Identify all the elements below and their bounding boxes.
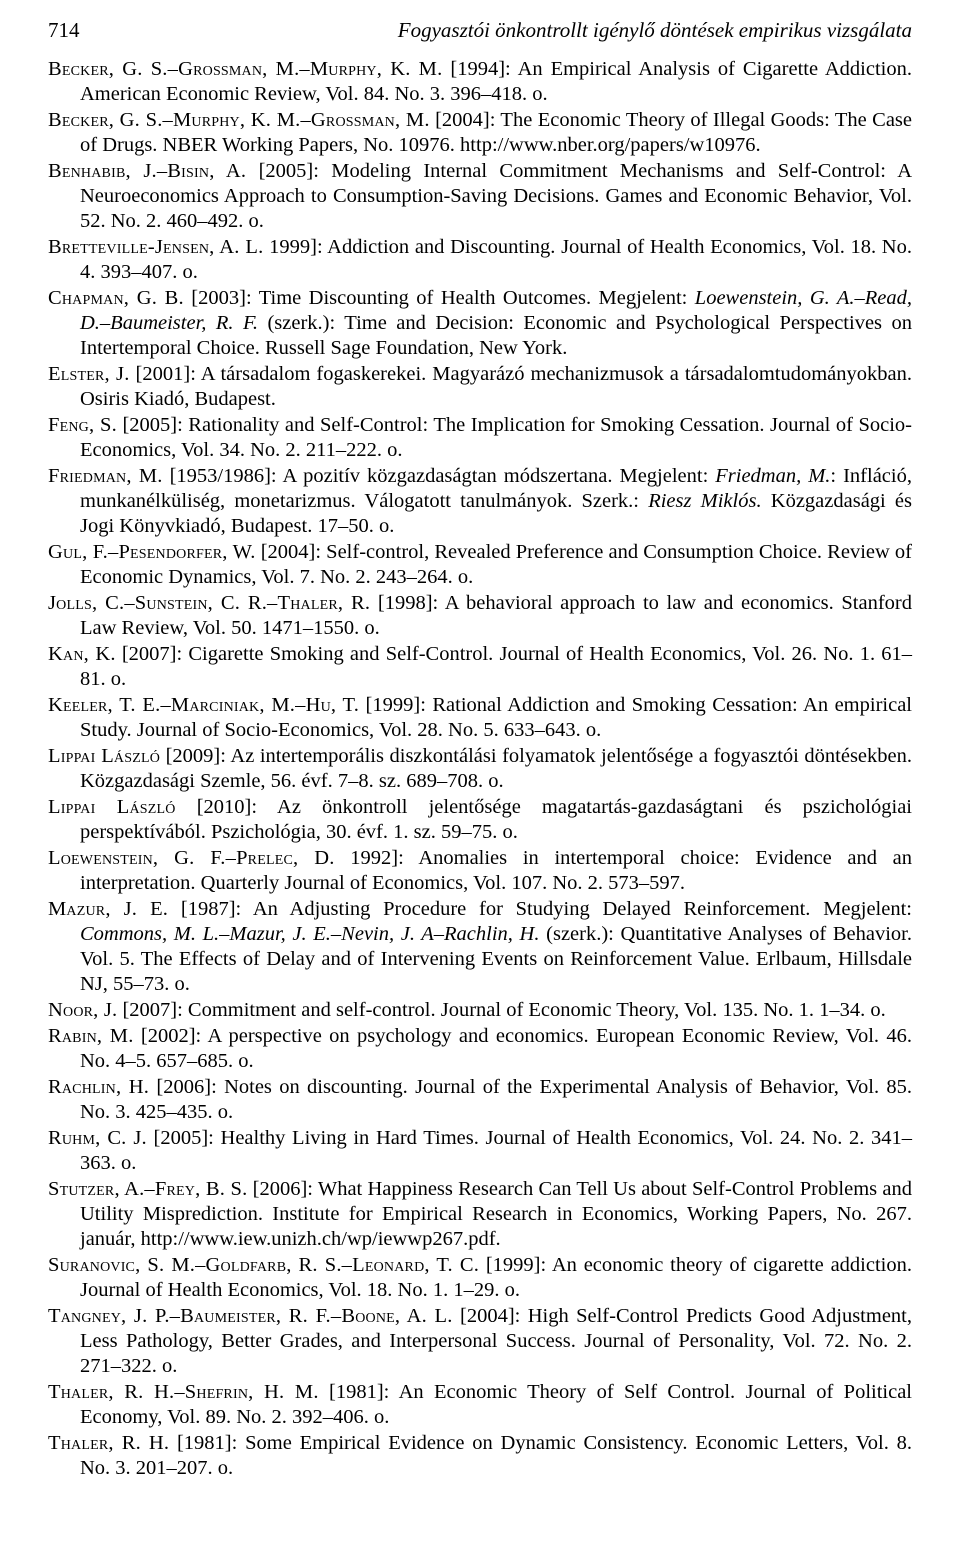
reference-item: Bretteville-Jensen, A. L. 1999]: Addicti…	[48, 235, 912, 285]
reference-item: Becker, G. S.–Murphy, K. M.–Grossman, M.…	[48, 108, 912, 158]
reference-item: Loewenstein, G. F.–Prelec, D. 1992]: Ano…	[48, 846, 912, 896]
reference-item: Rabin, M. [2002]: A perspective on psych…	[48, 1024, 912, 1074]
reference-item: Lippai László [2009]: Az intertemporális…	[48, 744, 912, 794]
reference-item: Becker, G. S.–Grossman, M.–Murphy, K. M.…	[48, 57, 912, 107]
reference-item: Lippai László [2010]: Az önkontroll jele…	[48, 795, 912, 845]
reference-item: Feng, S. [2005]: Rationality and Self-Co…	[48, 413, 912, 463]
reference-item: Suranovic, S. M.–Goldfarb, R. S.–Leonard…	[48, 1253, 912, 1303]
page-number: 714	[48, 18, 80, 43]
reference-item: Ruhm, C. J. [2005]: Healthy Living in Ha…	[48, 1126, 912, 1176]
reference-item: Elster, J. [2001]: A társadalom fogasker…	[48, 362, 912, 412]
reference-item: Keeler, T. E.–Marciniak, M.–Hu, T. [1999…	[48, 693, 912, 743]
reference-item: Mazur, J. E. [1987]: An Adjusting Proced…	[48, 897, 912, 997]
reference-item: Kan, K. [2007]: Cigarette Smoking and Se…	[48, 642, 912, 692]
reference-item: Gul, F.–Pesendorfer, W. [2004]: Self-con…	[48, 540, 912, 590]
reference-item: Stutzer, A.–Frey, B. S. [2006]: What Hap…	[48, 1177, 912, 1252]
reference-item: Benhabib, J.–Bisin, A. [2005]: Modeling …	[48, 159, 912, 234]
running-title: Fogyasztói önkontrollt igénylő döntések …	[398, 18, 912, 43]
reference-item: Rachlin, H. [2006]: Notes on discounting…	[48, 1075, 912, 1125]
page: 714 Fogyasztói önkontrollt igénylő dönté…	[0, 0, 960, 1530]
reference-item: Thaler, R. H. [1981]: Some Empirical Evi…	[48, 1431, 912, 1481]
reference-item: Noor, J. [2007]: Commitment and self-con…	[48, 998, 912, 1023]
reference-item: Jolls, C.–Sunstein, C. R.–Thaler, R. [19…	[48, 591, 912, 641]
references-list: Becker, G. S.–Grossman, M.–Murphy, K. M.…	[48, 57, 912, 1481]
reference-item: Friedman, M. [1953/1986]: A pozitív közg…	[48, 464, 912, 539]
reference-item: Thaler, R. H.–Shefrin, H. M. [1981]: An …	[48, 1380, 912, 1430]
running-header: 714 Fogyasztói önkontrollt igénylő dönté…	[48, 18, 912, 43]
reference-item: Chapman, G. B. [2003]: Time Discounting …	[48, 286, 912, 361]
reference-item: Tangney, J. P.–Baumeister, R. F.–Boone, …	[48, 1304, 912, 1379]
